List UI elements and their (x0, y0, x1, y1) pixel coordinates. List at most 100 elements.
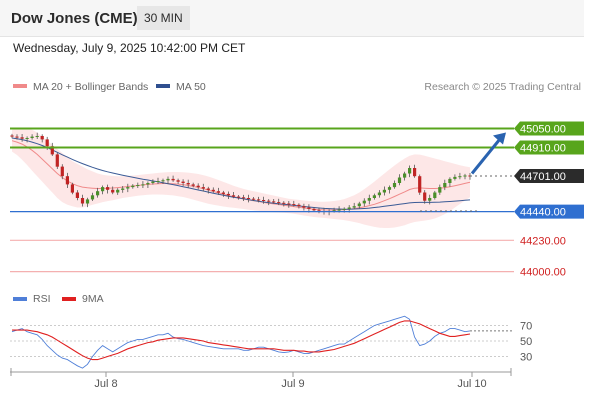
rsi-series-9MA (12, 320, 471, 361)
candle-body (211, 189, 215, 192)
legend-swatch-ma50 (156, 84, 170, 88)
candle-body (20, 137, 24, 139)
candle-body (418, 176, 422, 193)
rsi-tick-70: 70 (520, 321, 532, 333)
candle-body (50, 146, 54, 155)
rsi-series-RSI (11, 315, 471, 369)
candle-body (136, 185, 140, 186)
timestamp: Wednesday, July 9, 2025 10:42:00 PM CET (13, 41, 246, 55)
rsi-legend-swatch-9ma (62, 297, 76, 301)
candle-body (287, 203, 291, 205)
candle-body (423, 192, 427, 201)
candle-body (181, 181, 185, 183)
candle-body (252, 198, 256, 200)
candle-body (463, 175, 467, 177)
candle-body (75, 192, 79, 198)
candle-body (171, 178, 175, 181)
price-tag-44440.00 (514, 204, 584, 219)
candle-body (408, 168, 412, 174)
rsi-legend-label-rsi: RSI (33, 293, 51, 305)
candle-body (166, 178, 170, 181)
candle-body (226, 193, 230, 196)
price-label-44701.00: 44701.00 (520, 171, 566, 183)
candle-body (121, 188, 125, 190)
candle-body (106, 187, 110, 190)
candle-body (302, 206, 306, 208)
candle-body (347, 207, 351, 209)
candle-body (382, 189, 386, 193)
legend-label-ma50: MA 50 (176, 81, 206, 93)
candle-body (60, 166, 64, 177)
candle-body (40, 136, 44, 140)
candle-body (277, 202, 281, 204)
candle-body (337, 209, 341, 211)
candle-body (151, 181, 155, 183)
candle-body (433, 192, 437, 198)
candle-body (387, 187, 392, 190)
candle-body (141, 184, 145, 186)
candle-body (191, 184, 195, 186)
candle-body (332, 210, 336, 212)
candle-body (30, 136, 34, 138)
candle-body (428, 198, 432, 201)
candle-body (267, 200, 271, 202)
candle-body (131, 185, 135, 188)
candle-body (246, 198, 251, 199)
forecast-arrow-head (493, 132, 506, 145)
price-tag-45050.00 (514, 121, 584, 136)
candle-body (55, 154, 59, 167)
candle-body (413, 168, 417, 177)
candle-body (282, 202, 286, 204)
bollinger-band (12, 128, 470, 228)
candle-body (116, 189, 120, 193)
candle-body (453, 176, 457, 179)
candle-body (111, 189, 115, 193)
candle-body (101, 187, 105, 192)
candle-body (176, 180, 180, 182)
candle-body (297, 204, 301, 207)
candle-body (403, 173, 407, 178)
candle-body (80, 198, 85, 204)
candle-body (90, 195, 95, 200)
candle-body (292, 204, 296, 206)
candle-body (186, 183, 190, 185)
candle-body (262, 200, 266, 201)
candle-body (196, 185, 200, 188)
candle-body (221, 192, 225, 194)
legend-swatch-bollinger (13, 84, 27, 88)
candle-body (362, 200, 366, 204)
candle-body (201, 187, 205, 189)
candle-body (352, 206, 356, 208)
candle-body (25, 138, 29, 139)
legend-label-bollinger: MA 20 + Bollinger Bands (33, 81, 148, 93)
header-bar: Dow Jones (CME) 30 MIN (0, 0, 584, 37)
candle-body (397, 177, 402, 183)
rsi-legend: RSI 9MA (13, 293, 104, 305)
candle-body (65, 176, 69, 185)
forecast-arrow-shaft (470, 135, 504, 175)
candle-body (392, 183, 397, 188)
candle-body (236, 196, 241, 198)
candle-body (377, 192, 381, 196)
price-tag-44910.00 (514, 140, 584, 155)
price-label-44230.00: 44230.00 (520, 235, 566, 247)
x-tick-label: Jul 10 (457, 378, 486, 390)
candle-body (443, 183, 447, 188)
timeframe-button[interactable]: 30 MIN (137, 6, 190, 30)
candle-body (161, 180, 165, 182)
candle-body (146, 183, 150, 185)
candle-body (126, 187, 130, 189)
candle-body (241, 197, 246, 199)
candle-body (372, 195, 376, 198)
candle-body (458, 176, 462, 178)
candle-body (312, 208, 316, 211)
candle-body (206, 188, 210, 190)
candle-body (342, 208, 346, 210)
candle-body (96, 191, 100, 196)
price-label-45050.00: 45050.00 (520, 124, 566, 136)
candle-body (216, 191, 220, 193)
rsi-tick-30: 30 (520, 352, 532, 364)
candle-body (367, 198, 371, 201)
